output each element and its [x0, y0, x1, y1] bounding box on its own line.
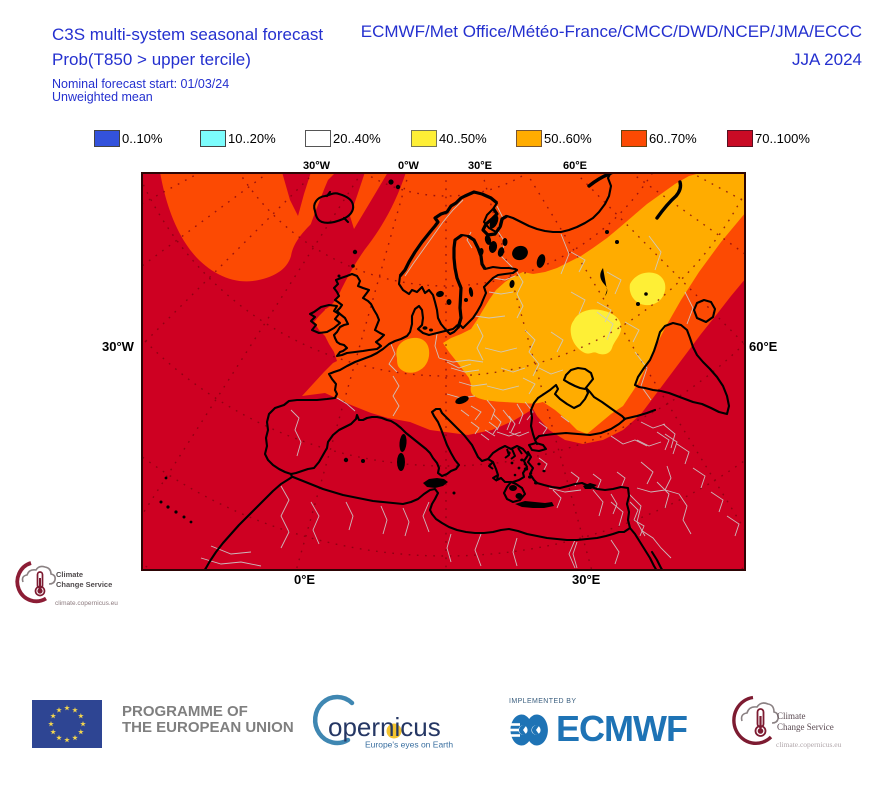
svg-text:climate.copernicus.eu: climate.copernicus.eu — [55, 600, 118, 607]
svg-text:Climate: Climate — [777, 711, 806, 721]
svg-text:Climate: Climate — [56, 570, 83, 579]
svg-text:climate.copernicus.eu: climate.copernicus.eu — [776, 740, 842, 749]
svg-text:Change Service: Change Service — [56, 580, 112, 589]
svg-text:ECMWF: ECMWF — [556, 711, 687, 749]
svg-text:Change Service: Change Service — [777, 722, 834, 732]
svg-text:opernicus: opernicus — [328, 712, 441, 742]
svg-text:Europe's eyes on Earth: Europe's eyes on Earth — [365, 740, 453, 750]
